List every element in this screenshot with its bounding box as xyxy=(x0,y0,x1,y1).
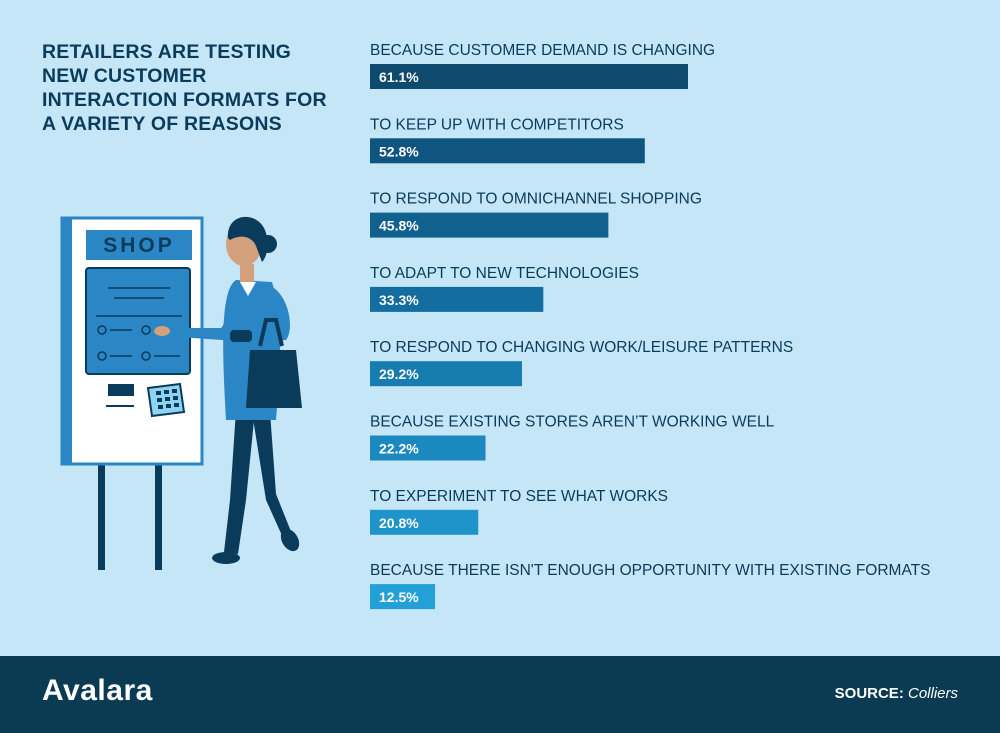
bar-value-label: 29.2% xyxy=(379,366,419,382)
bar-value-label: 22.2% xyxy=(379,441,419,457)
avalara-logo: Avalara xyxy=(42,674,153,707)
bar xyxy=(370,138,645,164)
category-label: TO ADAPT TO NEW TECHNOLOGIES xyxy=(370,265,639,282)
kiosk-shopper-illustration: SHOP xyxy=(60,216,302,570)
bar xyxy=(370,584,436,610)
bar-value-label: 33.3% xyxy=(379,292,419,308)
kiosk-leg-left xyxy=(98,460,105,570)
bar-value-label: 20.8% xyxy=(379,515,419,531)
bar xyxy=(370,64,688,89)
kiosk-sign-panel xyxy=(86,230,192,260)
bar xyxy=(370,361,522,387)
bar xyxy=(370,286,544,312)
kiosk-side xyxy=(62,218,72,464)
category-label: BECAUSE CUSTOMER DEMAND IS CHANGING xyxy=(370,42,715,59)
source-label: SOURCE: xyxy=(834,685,904,702)
footer: Avalara SOURCE: Colliers xyxy=(0,656,1000,733)
bar-value-label: 45.8% xyxy=(379,218,419,234)
bar xyxy=(370,212,609,238)
category-label: TO EXPERIMENT TO SEE WHAT WORKS xyxy=(370,488,668,505)
category-label: TO RESPOND TO OMNICHANNEL SHOPPING xyxy=(370,191,702,208)
source-credit: SOURCE: Colliers xyxy=(835,685,958,702)
category-label: BECAUSE EXISTING STORES AREN’T WORKING W… xyxy=(370,414,775,431)
kiosk-card-slot xyxy=(108,384,134,396)
chart-title: RETAILERS ARE TESTING NEW CUSTOMER INTER… xyxy=(42,41,327,135)
bar-value-label: 52.8% xyxy=(379,143,419,159)
source-value: Colliers xyxy=(907,685,958,702)
category-label: TO RESPOND TO CHANGING WORK/LEISURE PATT… xyxy=(370,339,793,356)
handbag xyxy=(246,350,302,408)
bar-chart: BECAUSE CUSTOMER DEMAND IS CHANGING 61.1%… xyxy=(370,42,930,610)
bar xyxy=(370,509,479,535)
kiosk-sign-text: SHOP xyxy=(103,234,175,257)
bar-value-label: 12.5% xyxy=(379,589,419,605)
category-label: TO KEEP UP WITH COMPETITORS xyxy=(370,116,624,133)
kiosk-leg-right xyxy=(155,460,162,570)
kiosk-screen xyxy=(85,267,191,375)
category-label: BECAUSE THERE ISN'T ENOUGH OPPORTUNITY W… xyxy=(370,562,930,579)
bar-value-label: 61.1% xyxy=(379,69,419,85)
bar xyxy=(370,435,486,461)
